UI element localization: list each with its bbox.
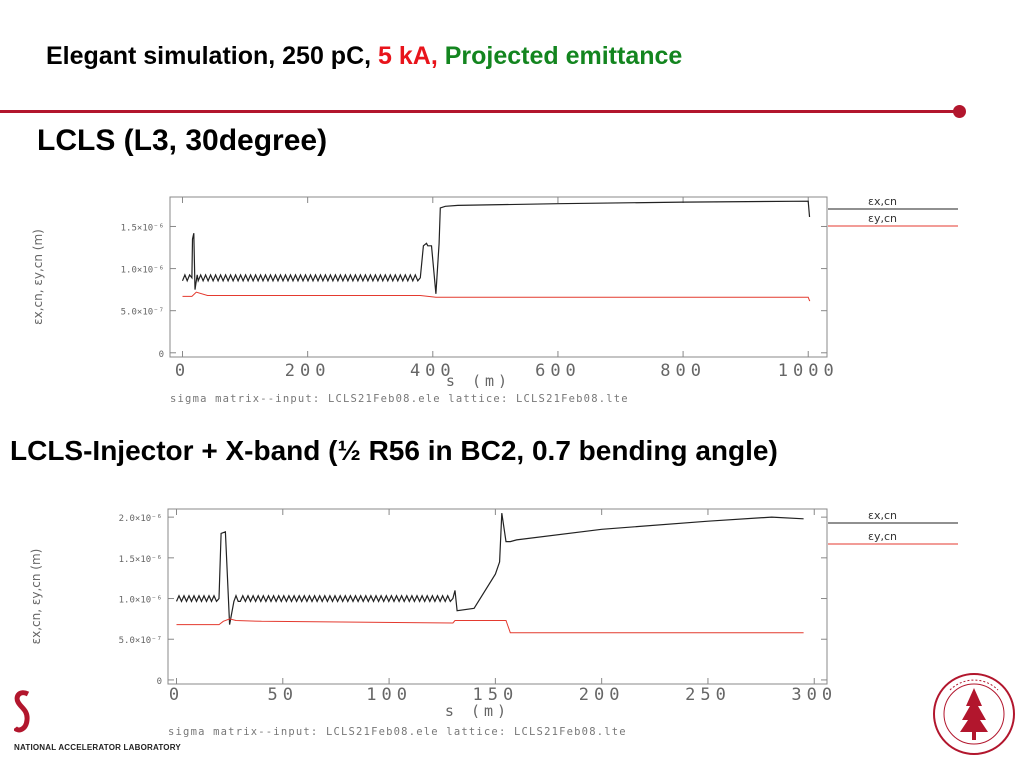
plot-frame — [167, 508, 828, 685]
divider-end-dot — [953, 105, 966, 118]
x-axis-label: s (m) — [446, 372, 511, 390]
y-tick-label: 1.5×10⁻⁶ — [121, 223, 164, 233]
chart-caption: sigma matrix--input: LCLS21Feb08.ele lat… — [168, 726, 627, 738]
title-part-1: Elegant simulation, 250 pC, — [46, 42, 379, 70]
x-tick-label: 300 — [791, 685, 837, 705]
chart-caption: sigma matrix--input: LCLS21Feb08.ele lat… — [170, 393, 629, 405]
title-part-3: Projected emittance — [444, 42, 683, 70]
heading-lcls-injector-xband: LCLS-Injector + X-band (½ R56 in BC2, 0.… — [10, 435, 778, 466]
x-tick-label: 200 — [579, 685, 625, 705]
legend-label: εy,cn — [868, 212, 897, 225]
x-tick-label: 150 — [473, 685, 519, 705]
x-tick-label: 0 — [175, 361, 190, 381]
footer-lab-name: NATIONAL ACCELERATOR LABORATORY — [14, 743, 181, 752]
series-line-emittance-x — [175, 513, 804, 625]
stanford-seal-icon — [933, 673, 1015, 755]
y-tick-label: 0 — [157, 677, 162, 687]
y-tick-label: 2.0×10⁻⁶ — [119, 514, 162, 524]
y-axis-label: εx,cn, εy,cn (m) — [31, 229, 45, 325]
title-divider — [0, 110, 958, 113]
x-tick-label: 50 — [268, 685, 298, 705]
x-tick-label: 400 — [410, 361, 456, 381]
x-tick-label: 200 — [285, 361, 331, 381]
heading-lcls-l3: LCLS (L3, 30degree) — [37, 124, 328, 157]
y-tick-label: 1.5×10⁻⁶ — [119, 555, 162, 565]
legend-label: εx,cn — [868, 195, 897, 208]
series-line-emittance-x — [181, 200, 811, 294]
slide-title: Elegant simulation, 250 pC, 5 kA, Projec… — [46, 42, 682, 71]
x-tick-label: 100 — [366, 685, 412, 705]
x-tick-label: 800 — [660, 361, 706, 381]
y-tick-label: 1.0×10⁻⁶ — [121, 266, 164, 276]
x-tick-label: 1000 — [778, 361, 839, 381]
x-axis-label: s (m) — [445, 702, 510, 720]
y-tick-label: 5.0×10⁻⁷ — [121, 308, 164, 318]
series-line-emittance-y — [176, 618, 804, 634]
plot-frame — [169, 196, 828, 358]
x-tick-label: 0 — [169, 685, 184, 705]
series-line-emittance-y — [182, 291, 811, 302]
legend-label: εx,cn — [868, 509, 897, 522]
title-part-2: 5 kA, — [378, 42, 445, 70]
y-tick-label: 5.0×10⁻⁷ — [119, 636, 162, 646]
x-tick-label: 600 — [535, 361, 581, 381]
y-tick-label: 0 — [159, 350, 164, 360]
y-axis-label: εx,cn, εy,cn (m) — [29, 549, 43, 645]
y-tick-label: 1.0×10⁻⁶ — [119, 596, 162, 606]
x-tick-label: 250 — [685, 685, 731, 705]
slac-logo-icon — [14, 690, 30, 733]
legend-label: εy,cn — [868, 530, 897, 543]
